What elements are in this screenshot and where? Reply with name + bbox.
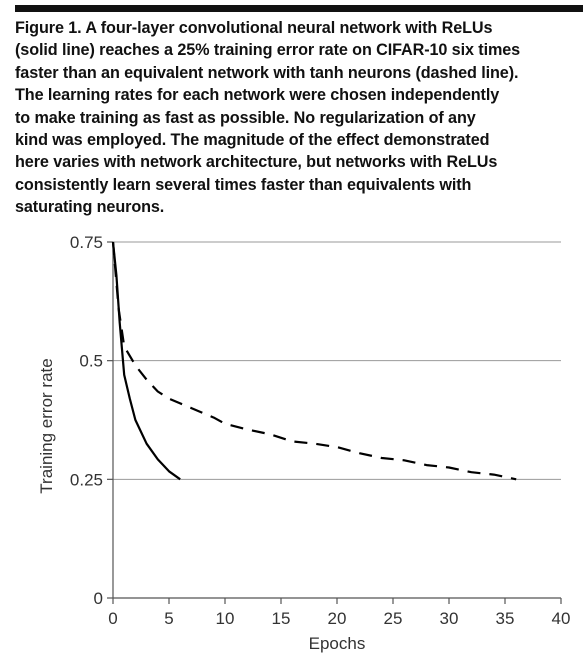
y-tick-label-0.5: 0.5: [79, 352, 103, 371]
grid-lines: [113, 241, 561, 480]
y-tick-label-0.25: 0.25: [70, 470, 103, 489]
x-tick-label-10: 10: [216, 609, 235, 628]
y-axis-label: Training error rate: [37, 358, 56, 493]
x-axis-label: Epochs: [309, 634, 366, 653]
x-tick-label-30: 30: [440, 609, 459, 628]
x-tick-label-5: 5: [164, 609, 173, 628]
x-tick-label-40: 40: [552, 609, 571, 628]
y-tick-label-0.75: 0.75: [70, 233, 103, 252]
axes: [112, 242, 561, 599]
tick-marks-and-labels: 0 0.25 0.5 0.75 0 5 10 15 20 25 30 35 40: [70, 233, 571, 628]
x-tick-label-15: 15: [272, 609, 291, 628]
x-tick-label-25: 25: [384, 609, 403, 628]
figure-caption: Figure 1. A four-layer convolutional neu…: [15, 19, 521, 217]
data-series: [111, 241, 517, 481]
x-tick-label-0: 0: [108, 609, 117, 628]
top-rule: [15, 5, 583, 12]
x-tick-label-20: 20: [328, 609, 347, 628]
dashed-series-line: [111, 241, 517, 481]
y-tick-label-0: 0: [94, 589, 103, 608]
solid-series-line: [111, 241, 181, 481]
x-tick-label-35: 35: [496, 609, 515, 628]
